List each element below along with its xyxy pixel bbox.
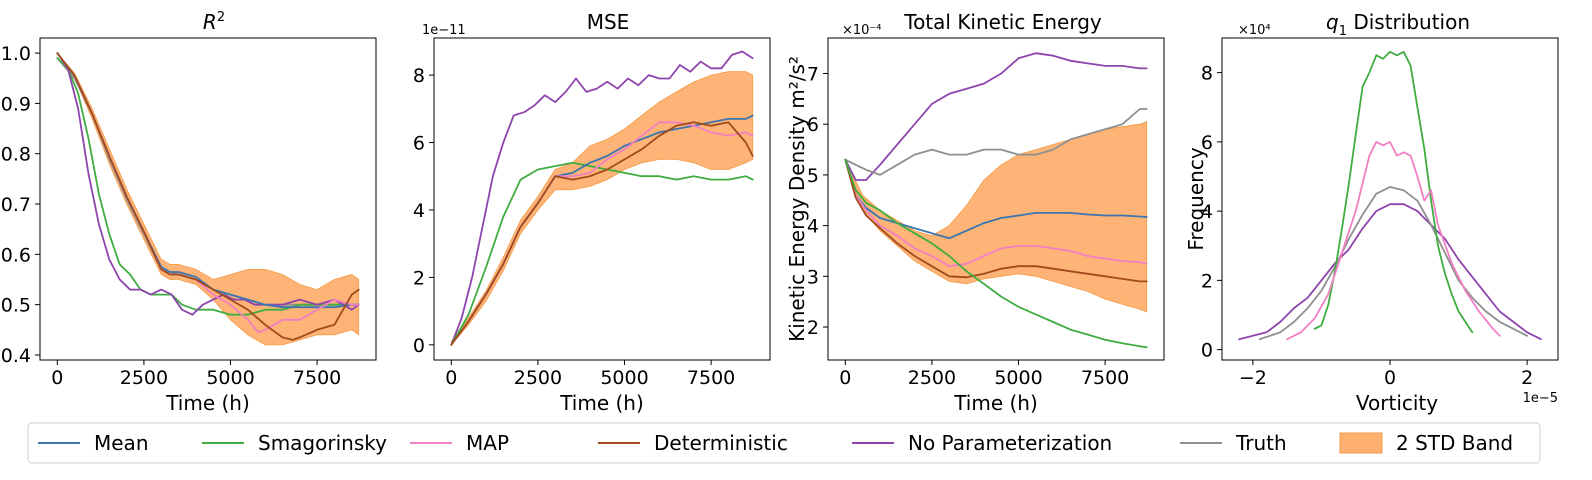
series-line-mse-deterministic (450, 121, 754, 346)
series-line-r2-deterministic (56, 52, 360, 341)
x-tick-label: 7500 (293, 367, 341, 389)
plot-frame-r2 (39, 37, 377, 361)
legend-item-mean: Mean (38, 431, 149, 455)
legend: Mean Smagorinsky MAP Deterministic No Parame… (27, 422, 1541, 464)
y-tick-label: 0.8 (1, 144, 31, 166)
series-line-q1-map (1286, 140, 1501, 341)
x-tick-label: 0 (51, 367, 63, 389)
series-line-mse-no-parameterization (450, 50, 754, 346)
y-offset-text-mse: 1e−11 (422, 23, 466, 38)
legend-item-smagorinsky: Smagorinsky (202, 431, 387, 455)
x-tick-label: 2500 (120, 367, 168, 389)
x-tick-label: 2 (1521, 367, 1533, 389)
x-tick-label: 2500 (908, 367, 956, 389)
x-axis-label-r2: Time (h) (165, 391, 250, 415)
series-line-ke-no-parameterization (844, 52, 1148, 181)
series-line-ke-mean (844, 158, 1148, 240)
y-tick-label: 4 (1201, 201, 1213, 223)
y-tick-label: 0 (1201, 340, 1213, 362)
plot-frame-ke (827, 37, 1165, 361)
y-tick-label: 4 (413, 200, 425, 222)
legend-swatch (1339, 432, 1383, 454)
chart-panel-r2: R2 0 2500 5000 7500 0.4 0.5 0.6 0.7 0.8 0.9 1.0 T… (1, 10, 377, 415)
legend-item-deterministic: Deterministic (598, 431, 788, 455)
y-tick-label: 4 (807, 216, 819, 238)
x-axis-label-q1: Vorticity (1356, 391, 1438, 415)
y-tick-label: 2 (1201, 270, 1213, 292)
chart-panel-ke: Total Kinetic Energy ×10⁻⁴ 0 2500 5000 7500… (785, 10, 1165, 415)
y-offset-text-ke: ×10⁻⁴ (842, 23, 882, 38)
y-tick-label: 6 (1201, 132, 1213, 154)
y-offset-text-q1: ×10⁴ (1238, 23, 1271, 38)
x-tick-label: 0 (839, 367, 851, 389)
x-offset-text-q1: 1e−5 (1523, 391, 1558, 406)
y-tick-label: 7 (807, 63, 819, 85)
legend-label: Truth (1235, 431, 1287, 455)
plot-frame-mse (433, 37, 771, 361)
legend-item-map: MAP (410, 431, 509, 455)
x-tick-label: 2500 (514, 367, 562, 389)
legend-label: Smagorinsky (258, 431, 387, 455)
x-tick-label: 7500 (1081, 367, 1129, 389)
chart-panel-q1: q1 Distribution ×10⁴ 1e−5 −2 0 2 0 2 4 6 8 Vor… (1184, 10, 1559, 415)
chart-panel-mse: MSE 1e−11 0 2500 5000 7500 0 2 4 6 8 Time (h) (413, 10, 771, 415)
legend-label: Deterministic (654, 431, 788, 455)
legend-label: Mean (94, 431, 149, 455)
chart-title-q1: q1 Distribution (1326, 10, 1470, 39)
legend-item-truth: Truth (1180, 431, 1287, 455)
y-tick-label: 0.5 (1, 295, 31, 317)
x-tick-label: −2 (1239, 367, 1267, 389)
series-line-r2-truth (56, 57, 360, 306)
y-tick-label: 0.4 (1, 345, 31, 367)
y-tick-label: 6 (807, 114, 819, 136)
plot-frame-q1 (1221, 37, 1559, 361)
legend-label: No Parameterization (908, 431, 1112, 455)
x-tick-label: 7500 (687, 367, 735, 389)
chart-title-mse: MSE (587, 10, 630, 34)
y-tick-label: 1.0 (1, 43, 31, 65)
y-tick-label: 0.7 (1, 194, 31, 216)
legend-item-no-parameterization: No Parameterization (852, 431, 1112, 455)
x-tick-label: 0 (445, 367, 457, 389)
series-line-r2-no-parameterization (56, 52, 360, 316)
series-line-q1-smagorinsky (1313, 50, 1474, 334)
x-axis-label-ke: Time (h) (953, 391, 1038, 415)
chart-title-ke: Total Kinetic Energy (903, 10, 1102, 34)
y-tick-label: 6 (413, 133, 425, 155)
chart-title-r2: R2 (203, 10, 225, 34)
series-line-mse-smagorinsky (450, 161, 754, 346)
series-line-ke-truth (844, 108, 1148, 176)
series-line-ke-deterministic (844, 158, 1148, 283)
x-tick-label: 5000 (206, 367, 254, 389)
y-tick-label: 5 (807, 165, 819, 187)
x-tick-label: 5000 (600, 367, 648, 389)
y-tick-label: 0.9 (1, 93, 31, 115)
x-tick-label: 0 (1384, 367, 1396, 389)
x-tick-label: 5000 (994, 367, 1042, 389)
series-line-q1-truth (1258, 185, 1528, 341)
legend-box (27, 422, 1541, 464)
std-band-r2 (56, 52, 360, 346)
series-line-q1-no-parameterization (1238, 203, 1542, 341)
y-tick-label: 3 (807, 266, 819, 288)
y-tick-label: 0 (413, 335, 425, 357)
y-axis-label-ke: Kinetic Energy Density m²/s² (785, 56, 809, 342)
series-line-r2-mean (56, 52, 360, 309)
series-line-ke-map (844, 158, 1148, 268)
x-axis-label-mse: Time (h) (559, 391, 644, 415)
std-band-mse (450, 71, 754, 346)
series-line-ke-smagorinsky (844, 158, 1148, 349)
y-tick-label: 2 (413, 267, 425, 289)
legend-item-2-std-band: 2 STD Band (1339, 431, 1513, 455)
legend-label: MAP (466, 431, 509, 455)
y-tick-label: 0.6 (1, 244, 31, 266)
series-line-r2-smagorinsky (56, 57, 360, 316)
y-tick-label: 8 (413, 65, 425, 87)
y-axis-label-q1: Frequency (1184, 147, 1208, 250)
legend-label: 2 STD Band (1396, 431, 1513, 455)
y-tick-label: 8 (1201, 63, 1213, 85)
y-tick-label: 2 (807, 317, 819, 339)
